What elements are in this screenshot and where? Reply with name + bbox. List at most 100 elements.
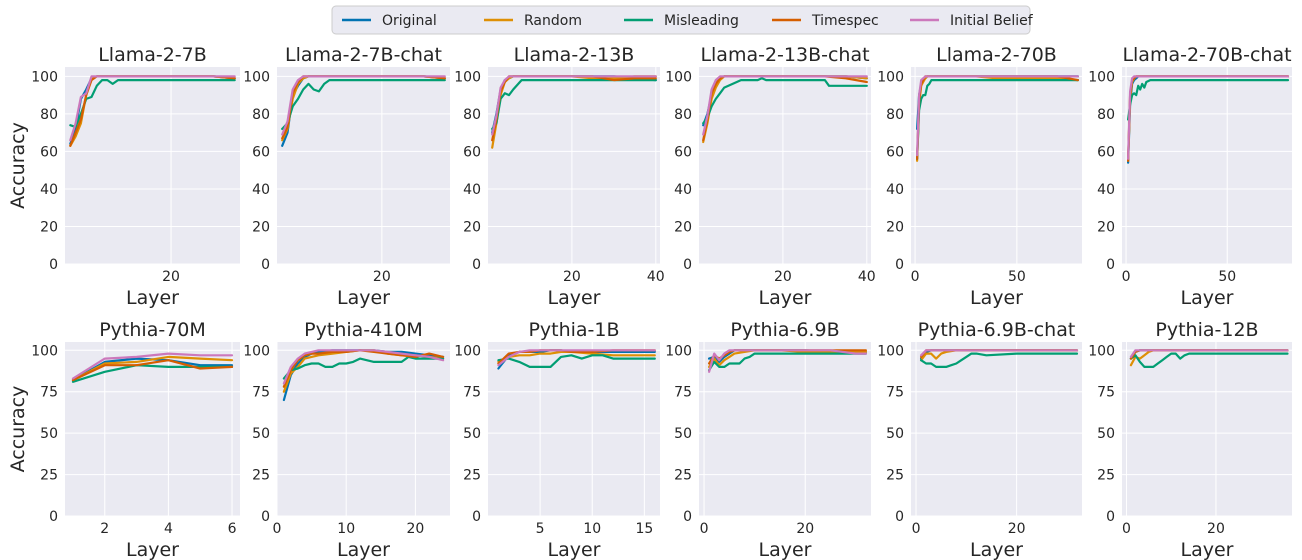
y-tick-label: 100 [877, 343, 904, 359]
chart-panel: 0 25 50 75 100 5 10 15 Pythia-1B Layer [454, 319, 660, 560]
x-axis-label: Layer [337, 539, 390, 560]
plot-area [1122, 342, 1292, 516]
y-tick-label: 0 [472, 509, 481, 525]
y-tick-label: 40 [886, 182, 904, 198]
panel-title: Pythia-12B [1155, 319, 1258, 341]
series-line-initial-belief [915, 75, 1080, 157]
x-tick-label: 50 [1218, 269, 1236, 285]
x-tick-label: 0 [912, 521, 921, 537]
chart-panel: 0 20 40 60 80 100 20 Llama-2-7B Layer Accuracy [7, 44, 240, 309]
x-tick-label: 50 [1008, 269, 1026, 285]
y-tick-label: 100 [665, 69, 692, 85]
series-line-initial-belief [919, 349, 1079, 357]
y-tick-label: 100 [454, 343, 481, 359]
panel-title: Pythia-6.9B [730, 319, 839, 341]
series-line-misleading [702, 77, 868, 125]
x-tick-label: 20 [1008, 521, 1026, 537]
y-tick-label: 75 [463, 385, 481, 401]
panel-title: Llama-2-7B-chat [285, 44, 442, 66]
y-tick-label: 75 [674, 385, 692, 401]
x-axis-label: Layer [337, 287, 390, 309]
series-line-initial-belief [707, 349, 868, 373]
x-tick-label: 20 [1207, 521, 1225, 537]
y-tick-label: 80 [886, 107, 904, 123]
panel-title: Pythia-410M [304, 319, 423, 341]
series-line-misleading [1129, 352, 1289, 368]
plot-area [488, 342, 660, 516]
chart-panel: 0 25 50 75 100 2 4 6 Pythia-70M Layer Accuracy [7, 319, 240, 560]
chart-panel: 0 25 50 75 100 0 20 Pythia-6.9B Layer [665, 319, 871, 560]
panel-title: Llama-2-13B [514, 44, 635, 66]
y-tick-label: 100 [665, 343, 692, 359]
y-tick-label: 25 [40, 468, 58, 484]
plot-area [699, 67, 871, 264]
x-tick-label: 40 [858, 269, 876, 285]
y-tick-label: 100 [1088, 343, 1115, 359]
panel-title: Llama-2-13B-chat [700, 44, 869, 66]
y-tick-label: 75 [40, 385, 58, 401]
plot-area [699, 342, 871, 516]
y-tick-label: 20 [674, 219, 692, 235]
panel-title: Llama-2-70B-chat [1122, 44, 1291, 66]
x-axis-label: Layer [548, 539, 601, 560]
x-tick-label: 0 [1122, 269, 1131, 285]
y-tick-label: 60 [1097, 144, 1115, 160]
series-line-timespec [282, 349, 445, 388]
legend-label: Timespec [811, 13, 879, 29]
y-tick-label: 0 [472, 257, 481, 273]
series-line-misleading [281, 78, 446, 130]
x-tick-label: 4 [164, 521, 173, 537]
y-tick-label: 50 [463, 426, 481, 442]
y-tick-label: 60 [252, 144, 270, 160]
y-tick-label: 50 [1097, 426, 1115, 442]
series-line-misleading [707, 352, 868, 372]
y-tick-label: 0 [261, 257, 270, 273]
x-axis-label: Layer [1181, 539, 1234, 560]
panel-title: Llama-2-7B [98, 44, 207, 66]
x-tick-label: 20 [563, 269, 581, 285]
y-tick-label: 40 [40, 182, 58, 198]
y-tick-label: 100 [31, 69, 58, 85]
y-tick-label: 0 [683, 257, 692, 273]
x-tick-label: 20 [406, 521, 424, 537]
legend-label: Initial Belief [950, 13, 1034, 29]
x-tick-label: 20 [796, 521, 814, 537]
x-tick-label: 15 [635, 521, 653, 537]
chart-panel: 0 20 40 60 80 100 0 50 Llama-2-70B Layer [877, 44, 1082, 309]
y-axis-label: Accuracy [7, 386, 29, 473]
y-tick-label: 80 [40, 107, 58, 123]
x-tick-label: 0 [911, 269, 920, 285]
panel-title: Pythia-6.9B-chat [918, 319, 1076, 341]
y-tick-label: 75 [1097, 385, 1115, 401]
y-axis-label: Accuracy [7, 122, 29, 209]
series-line-initial-belief [282, 349, 445, 385]
y-tick-label: 60 [674, 144, 692, 160]
series-line-initial-belief [1126, 75, 1290, 160]
series-line-random [497, 350, 656, 363]
y-tick-label: 100 [877, 69, 904, 85]
chart-panel: 0 20 40 60 80 100 20 40 Llama-2-13B-chat Layer [665, 44, 875, 309]
y-tick-label: 50 [886, 426, 904, 442]
y-tick-label: 80 [1097, 107, 1115, 123]
y-tick-label: 80 [252, 107, 270, 123]
series-line-timespec [71, 359, 234, 382]
y-tick-label: 100 [243, 343, 270, 359]
x-axis-label: Layer [548, 287, 601, 309]
series-line-initial-belief [69, 75, 236, 142]
legend-frame [331, 5, 1031, 35]
series-line-initial-belief [1129, 349, 1289, 358]
series-line-random [707, 349, 868, 368]
series-line-misleading [919, 352, 1079, 368]
x-axis-label: Layer [1181, 287, 1234, 309]
y-tick-label: 0 [895, 257, 904, 273]
series-line-initial-belief [281, 75, 446, 136]
y-tick-label: 75 [886, 385, 904, 401]
y-tick-label: 100 [454, 69, 481, 85]
legend-label: Misleading [664, 13, 739, 29]
y-tick-label: 80 [463, 107, 481, 123]
x-tick-label: 10 [337, 521, 355, 537]
x-axis-label: Layer [759, 539, 812, 560]
x-tick-label: 5 [536, 521, 545, 537]
plot-area [65, 67, 240, 264]
